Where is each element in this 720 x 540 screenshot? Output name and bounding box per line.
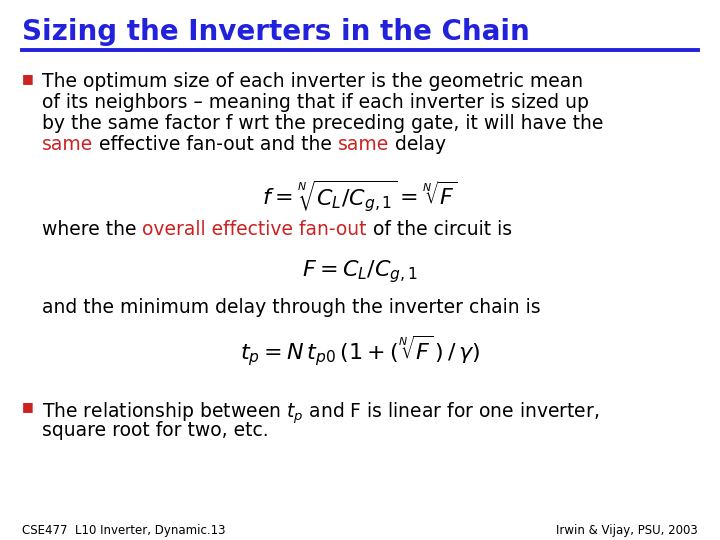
Text: $F = C_L/C_{g,1}$: $F = C_L/C_{g,1}$: [302, 258, 418, 285]
Text: ■: ■: [22, 400, 34, 413]
Text: by the same factor f wrt the preceding gate, it will have the: by the same factor f wrt the preceding g…: [42, 114, 603, 133]
Text: $t_p = N\,t_{p0}\,(1 + (\sqrt[N]{F}\,)\,/\,\gamma)$: $t_p = N\,t_{p0}\,(1 + (\sqrt[N]{F}\,)\,…: [240, 334, 480, 369]
Text: delay: delay: [390, 135, 446, 154]
Text: CSE477  L10 Inverter, Dynamic.13: CSE477 L10 Inverter, Dynamic.13: [22, 524, 225, 537]
Text: same: same: [338, 135, 390, 154]
Text: $f = \sqrt[N]{C_L/C_{g,1}} = \sqrt[N]{F}$: $f = \sqrt[N]{C_L/C_{g,1}} = \sqrt[N]{F}…: [262, 178, 458, 214]
Text: of its neighbors – meaning that if each inverter is sized up: of its neighbors – meaning that if each …: [42, 93, 589, 112]
Text: effective fan-out and the: effective fan-out and the: [94, 135, 338, 154]
Text: overall effective fan-out: overall effective fan-out: [143, 220, 367, 239]
Text: Sizing the Inverters in the Chain: Sizing the Inverters in the Chain: [22, 18, 530, 46]
Text: The optimum size of each inverter is the geometric mean: The optimum size of each inverter is the…: [42, 72, 583, 91]
Text: same: same: [42, 135, 94, 154]
Text: The relationship between $t_p$ and F is linear for one inverter,: The relationship between $t_p$ and F is …: [42, 400, 599, 426]
Text: Irwin & Vijay, PSU, 2003: Irwin & Vijay, PSU, 2003: [557, 524, 698, 537]
Text: square root for two, etc.: square root for two, etc.: [42, 421, 269, 440]
Text: of the circuit is: of the circuit is: [367, 220, 512, 239]
Text: where the: where the: [42, 220, 143, 239]
Text: ■: ■: [22, 72, 34, 85]
Text: and the minimum delay through the inverter chain is: and the minimum delay through the invert…: [42, 298, 541, 317]
